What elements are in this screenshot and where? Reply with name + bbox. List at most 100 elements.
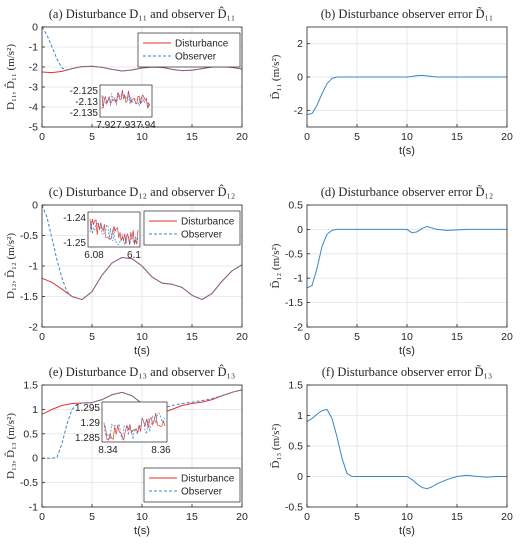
x-tick-label: 20 bbox=[236, 511, 248, 523]
x-tick-label: 10 bbox=[136, 331, 148, 343]
x-tick-label: 20 bbox=[236, 331, 248, 343]
y-tick-label: 0.5 bbox=[23, 428, 38, 440]
inset-y-tick-label: -1.25 bbox=[63, 238, 86, 249]
x-tick-label: 15 bbox=[186, 511, 198, 523]
series-line-observer bbox=[41, 204, 243, 301]
x-tick-label: 10 bbox=[401, 511, 413, 523]
inset-x-tick-label: 6.08 bbox=[84, 250, 104, 261]
inset-y-tick-label: 1.285 bbox=[75, 433, 100, 444]
x-tick-label: 15 bbox=[186, 131, 198, 143]
legend-entry: Observer bbox=[175, 52, 217, 63]
x-axis-label: t(s) bbox=[399, 145, 415, 157]
x-tick-label: 0 bbox=[39, 331, 45, 343]
chart-title: (e) Disturbance D₁₃ and observer D̂₁₃ bbox=[49, 365, 235, 379]
inset-x-tick-label: 7.93 bbox=[116, 120, 136, 131]
x-tick-label: 5 bbox=[89, 131, 95, 143]
y-tick-label: -2 bbox=[29, 62, 38, 74]
legend-box bbox=[143, 467, 241, 503]
x-axis-label: t(s) bbox=[134, 525, 150, 537]
series-line-error bbox=[306, 74, 507, 115]
x-tick-label: 5 bbox=[354, 331, 360, 343]
inset-x-tick-label: 7.94 bbox=[136, 120, 156, 131]
legend-entry: Disturbance bbox=[181, 217, 235, 228]
series-line-error bbox=[306, 225, 507, 289]
panel-f: 0 5 10 15 20-0.500.511.5(f) Disturbance obse… bbox=[269, 365, 513, 537]
x-axis-label: t(s) bbox=[399, 345, 415, 357]
x-tick-label: 20 bbox=[501, 511, 513, 523]
inset-y-tick-label: -2.13 bbox=[75, 97, 98, 108]
legend-box bbox=[137, 32, 241, 68]
chart-title: (b) Disturbance observer error D̃₁₁ bbox=[321, 7, 494, 21]
y-tick-label: 1 bbox=[297, 410, 303, 422]
x-axis-label: t(s) bbox=[134, 345, 150, 357]
y-tick-label: 2 bbox=[297, 38, 303, 50]
panel-a: 0 5 10 15 20 -5 -4 -3 -2 -1 0 (a) Disturbance D₁₁ a… bbox=[4, 7, 248, 143]
inset-y-tick-label: 1.295 bbox=[75, 403, 100, 414]
inset-y-tick-label: 1.29 bbox=[81, 418, 101, 429]
y-tick-label: 1.5 bbox=[288, 380, 303, 392]
y-tick-label: -0.5 bbox=[20, 477, 38, 489]
inset-series-observer bbox=[103, 412, 166, 441]
y-tick-label: -5 bbox=[29, 122, 38, 134]
y-axis-label: D₁₂, D̂₁₂ (m/s²) bbox=[4, 233, 17, 299]
panel-c: 0 5 10 15 20 -2 -1.5 -1 -0.5 0 (c) Disturbance D₁₂… bbox=[4, 185, 248, 357]
y-tick-label: 1.5 bbox=[23, 380, 38, 392]
x-tick-label: 20 bbox=[236, 131, 248, 143]
inset-series-disturbance bbox=[89, 218, 139, 245]
y-tick-label: -1 bbox=[29, 42, 38, 54]
x-tick-label: 15 bbox=[186, 331, 198, 343]
chart-title: (d) Disturbance observer error D̃₁₂ bbox=[321, 185, 494, 199]
x-tick-label: 0 bbox=[39, 131, 45, 143]
x-tick-label: 0 bbox=[304, 131, 310, 143]
legend-entry: Observer bbox=[181, 230, 223, 241]
y-axis-label: D₁₃, D̂₁₃ (m/s²) bbox=[4, 413, 17, 479]
y-tick-label: 0.5 bbox=[288, 441, 303, 453]
inset-y-tick-label: -2.125 bbox=[70, 86, 99, 97]
chart-title: (f) Disturbance observer error D̃₁₃ bbox=[322, 365, 492, 379]
y-axis-label: D̃₁₂ (m/s²) bbox=[269, 243, 282, 288]
legend-box bbox=[143, 210, 241, 246]
legend-entry: Disturbance bbox=[175, 39, 229, 50]
x-tick-label: 10 bbox=[401, 331, 413, 343]
y-tick-label: -0.5 bbox=[285, 248, 303, 260]
y-tick-label: 1 bbox=[32, 404, 38, 416]
y-tick-label: -1.5 bbox=[20, 291, 38, 303]
x-tick-label: 10 bbox=[136, 131, 148, 143]
inset-x-tick-label: 7.92 bbox=[96, 120, 116, 131]
x-tick-label: 20 bbox=[501, 131, 513, 143]
panel-b: 0 5 10 15 20 -2 0 2 (b) Disturbance observer err… bbox=[269, 7, 513, 157]
x-tick-label: 10 bbox=[401, 131, 413, 143]
y-tick-label: -3 bbox=[29, 82, 38, 94]
inset-y-tick-label: -2.135 bbox=[70, 108, 99, 119]
y-tick-label: -0.5 bbox=[20, 230, 38, 242]
y-tick-label: 0 bbox=[297, 224, 303, 236]
x-tick-label: 15 bbox=[451, 331, 463, 343]
series-line-observer bbox=[41, 26, 243, 72]
panel-d: 0 5 10 15 20 -2 -1.5 -1 -0.5 0 0.5 (d) Disturbance … bbox=[269, 185, 513, 357]
x-tick-label: 5 bbox=[89, 331, 95, 343]
y-tick-label: 0 bbox=[297, 471, 303, 483]
y-tick-label: 0 bbox=[297, 72, 303, 84]
y-tick-label: 0 bbox=[32, 453, 38, 465]
inset-y-tick-label: -1.24 bbox=[63, 213, 86, 224]
series-line-error bbox=[306, 408, 507, 490]
inset-x-tick-label: 8.36 bbox=[151, 445, 171, 456]
x-tick-label: 20 bbox=[501, 331, 513, 343]
x-tick-label: 15 bbox=[451, 511, 463, 523]
y-tick-label: -2 bbox=[294, 105, 303, 117]
y-axis-label: D̃₁₁ (m/s²) bbox=[269, 54, 282, 99]
y-tick-label: 0 bbox=[32, 200, 38, 212]
y-tick-label: -1 bbox=[29, 261, 38, 273]
y-tick-label: -0.5 bbox=[285, 502, 303, 514]
legend-entry: Disturbance bbox=[181, 474, 235, 485]
x-tick-label: 0 bbox=[39, 511, 45, 523]
y-axis-label: D₁₁, D̂₁₁ (m/s²) bbox=[4, 44, 17, 110]
y-tick-label: -2 bbox=[294, 322, 303, 334]
y-axis-label: D̃₁₃ (m/s²) bbox=[269, 423, 282, 468]
x-tick-label: 0 bbox=[304, 511, 310, 523]
y-tick-label: -1.5 bbox=[285, 297, 303, 309]
chart-title: (c) Disturbance D₁₂ and observer D̂₁₂ bbox=[49, 185, 235, 199]
y-tick-label: 0 bbox=[32, 22, 38, 34]
x-tick-label: 5 bbox=[354, 131, 360, 143]
